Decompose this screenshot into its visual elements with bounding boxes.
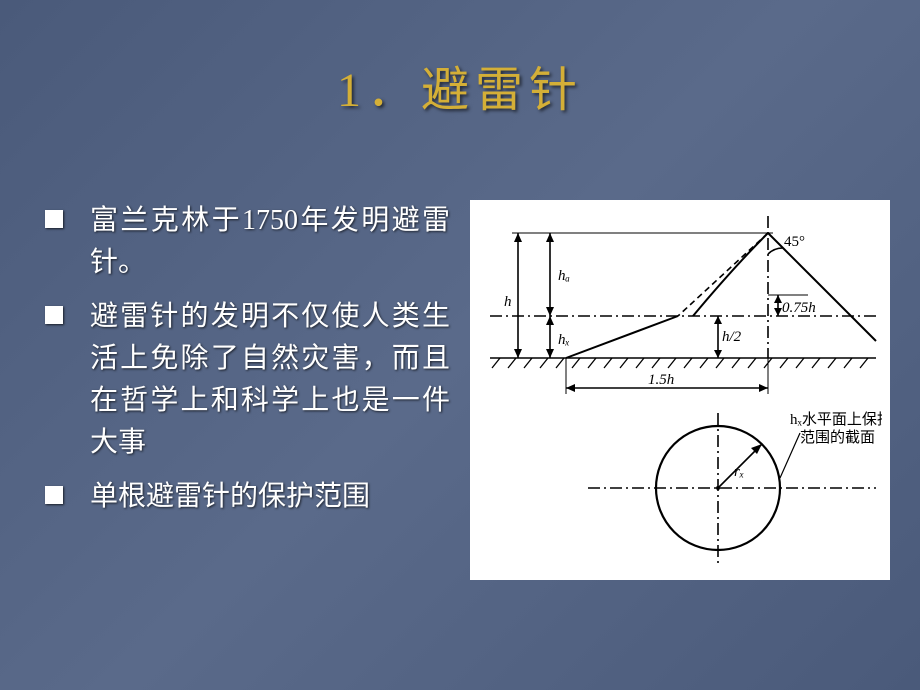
arrowhead-icon xyxy=(714,316,722,324)
square-icon xyxy=(45,486,63,504)
bullet-list: 富兰克林于1750年发明避雷针。 避雷针的发明不仅使人类生活上免除了自然灾害，而… xyxy=(40,200,450,518)
ground-hatching xyxy=(492,358,868,368)
label-rx: rₓ xyxy=(734,464,744,480)
arrowhead-icon xyxy=(546,307,554,316)
square-icon xyxy=(45,210,63,228)
arrowhead-icon xyxy=(546,316,554,325)
diagram-column: h hₐ hₓ 45° h/2 0.75h 1.5h rₓ hₓ水平面上保护 范… xyxy=(450,200,890,580)
label-075h: 0.75h xyxy=(782,300,816,316)
arrowhead-icon xyxy=(774,308,782,316)
square-icon xyxy=(45,306,63,324)
arrowhead-icon xyxy=(546,349,554,358)
label-1-5h: 1.5h xyxy=(648,372,674,388)
arrowhead-icon xyxy=(714,350,722,358)
content-row: 富兰克林于1750年发明避雷针。 避雷针的发明不仅使人类生活上免除了自然灾害，而… xyxy=(0,120,920,580)
caption-line1: hₓ水平面上保护 xyxy=(790,411,882,428)
list-item: 避雷针的发明不仅使人类生活上免除了自然灾害，而且在哲学上和科学上也是一件大事 xyxy=(40,296,450,464)
protection-diagram: h hₐ hₓ 45° h/2 0.75h 1.5h rₓ hₓ水平面上保护 范… xyxy=(470,200,890,580)
list-item: 单根避雷针的保护范围 xyxy=(40,476,450,518)
arrowhead-icon xyxy=(546,233,554,242)
center-dot-icon xyxy=(716,486,720,490)
label-hx: hₓ xyxy=(558,332,570,348)
bullet-text: 避雷针的发明不仅使人类生活上免除了自然灾害，而且在哲学上和科学上也是一件大事 xyxy=(90,301,450,458)
list-item: 富兰克林于1750年发明避雷针。 xyxy=(40,200,450,284)
label-h-half: h/2 xyxy=(722,329,742,345)
label-h: h xyxy=(504,294,512,310)
caption-line2: 范围的截面 xyxy=(800,429,875,446)
caption-leader xyxy=(780,433,800,478)
label-45: 45° xyxy=(784,234,805,250)
arrowhead-icon xyxy=(759,384,768,392)
cone-left-lower xyxy=(566,316,678,358)
cone-left-curve xyxy=(693,233,768,316)
bullet-text: 富兰克林于1750年发明避雷针。 xyxy=(90,205,450,278)
angle-arc xyxy=(768,248,783,254)
slide-title: 1．避雷针 xyxy=(0,0,920,120)
bullet-text: 单根避雷针的保护范围 xyxy=(90,481,370,512)
label-ha: hₐ xyxy=(558,268,570,284)
arrowhead-icon xyxy=(774,295,782,303)
diagram-svg: h hₐ hₓ 45° h/2 0.75h 1.5h rₓ hₓ水平面上保护 范… xyxy=(478,208,882,572)
arrowhead-icon xyxy=(514,349,522,358)
arrowhead-icon xyxy=(566,384,575,392)
bullet-column: 富兰克林于1750年发明避雷针。 避雷针的发明不仅使人类生活上免除了自然灾害，而… xyxy=(40,200,450,580)
arrowhead-icon xyxy=(514,233,522,242)
